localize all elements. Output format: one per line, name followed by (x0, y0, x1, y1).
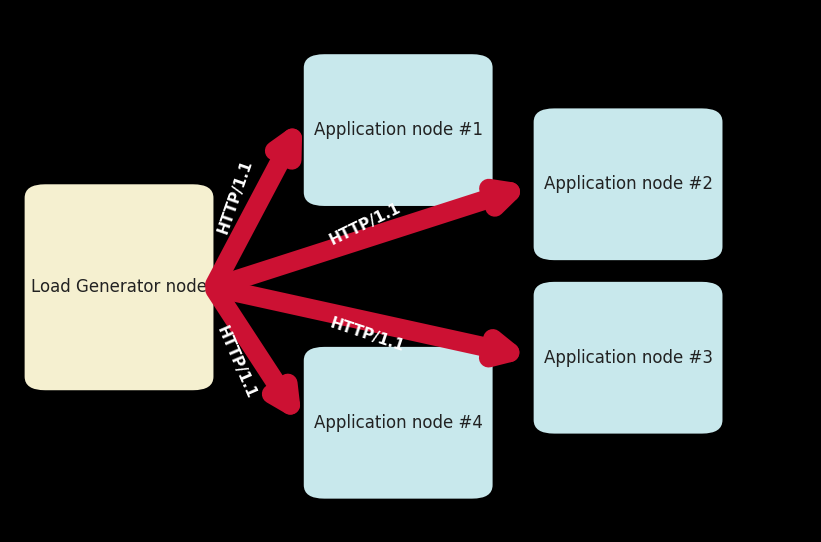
FancyBboxPatch shape (534, 108, 722, 260)
Text: Load Generator node: Load Generator node (31, 278, 207, 296)
Text: HTTP/1.1: HTTP/1.1 (327, 200, 402, 247)
FancyBboxPatch shape (534, 282, 722, 434)
FancyBboxPatch shape (304, 347, 493, 499)
FancyBboxPatch shape (304, 54, 493, 206)
Text: Application node #4: Application node #4 (314, 414, 483, 432)
Text: HTTP/1.1: HTTP/1.1 (328, 316, 406, 354)
Text: HTTP/1.1: HTTP/1.1 (213, 324, 259, 402)
Text: Application node #2: Application node #2 (544, 175, 713, 193)
Text: Application node #3: Application node #3 (544, 349, 713, 367)
Text: Application node #1: Application node #1 (314, 121, 483, 139)
Text: HTTP/1.1: HTTP/1.1 (215, 158, 255, 236)
FancyBboxPatch shape (25, 184, 213, 390)
